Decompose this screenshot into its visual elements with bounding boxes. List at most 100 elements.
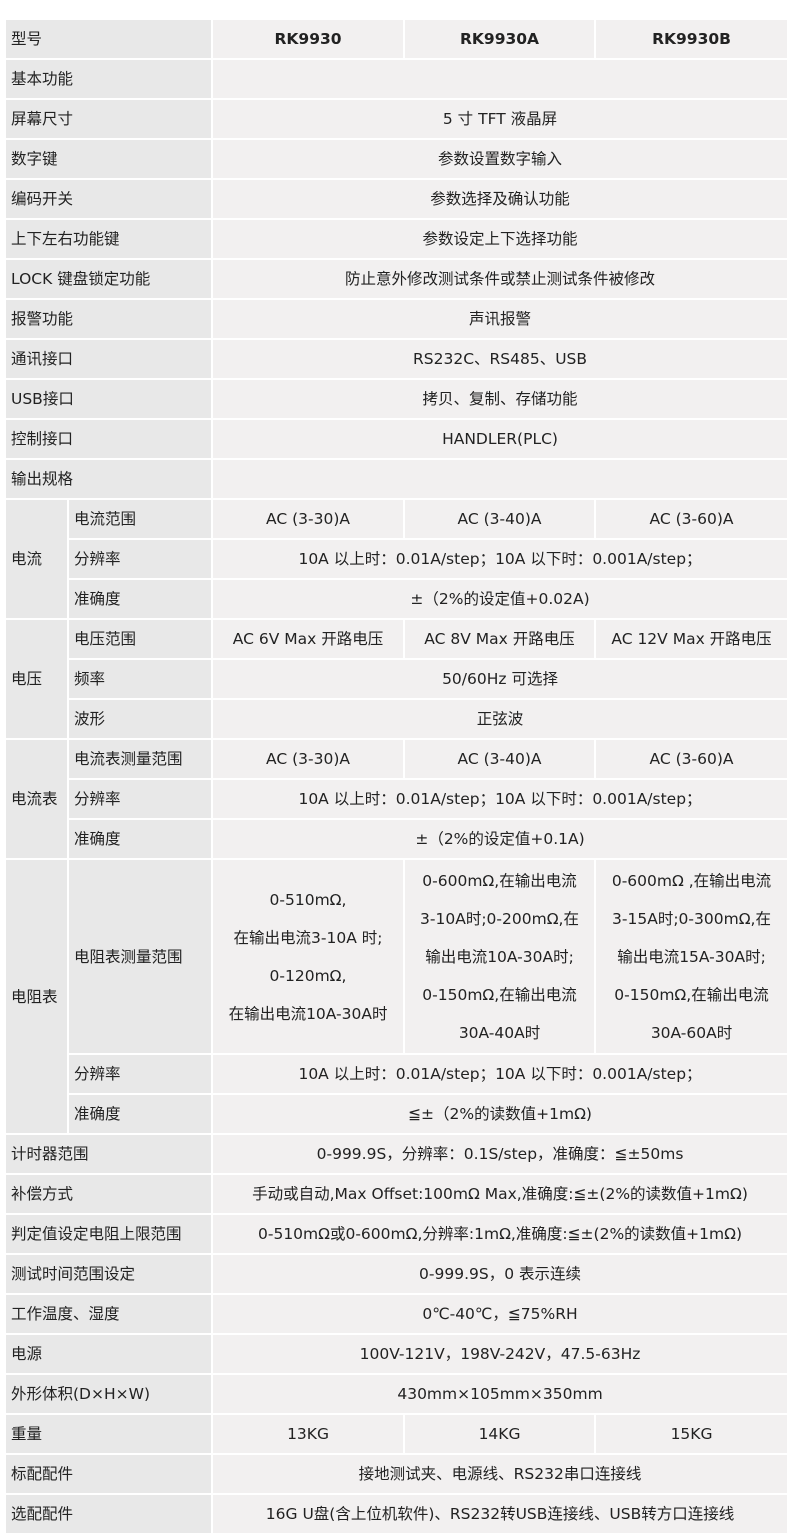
group-label: 电阻表	[4, 858, 69, 1135]
value-cell: 16G U盘(含上位机软件)、RS232转USB连接线、USB转方口连接线	[211, 1493, 790, 1535]
value-cell: 声讯报警	[211, 298, 790, 340]
model-name: RK9930	[211, 18, 406, 60]
table-row: 电流表 电流表测量范围 AC (3-30)A AC (3-40)A AC (3-60)A	[4, 738, 790, 860]
row-label: 标配配件	[3, 1453, 214, 1495]
row-label: 通讯接口	[3, 338, 214, 380]
value-cell: AC (3-30)A	[211, 498, 406, 540]
value-cell: AC 6V Max 开路电压	[211, 618, 406, 660]
table-row: 电流 电流范围 AC (3-30)A AC (3-40)A AC (3-60)A	[4, 498, 790, 620]
group-label: 电流	[4, 498, 69, 620]
row-label: 报警功能	[3, 298, 214, 340]
row-label: 电阻表测量范围	[66, 858, 214, 1055]
value-cell: AC (3-60)A	[594, 498, 790, 540]
row-label: 输出规格	[3, 458, 214, 500]
table-row: 准确度 ±（2%的设定值+0.1A)	[5, 818, 790, 860]
table-row: 控制接口 HANDLER(PLC)	[3, 418, 790, 460]
value-cell: 100V-121V，198V-242V，47.5-63Hz	[211, 1333, 790, 1375]
table-row: 计时器范围 0-999.9S，分辨率：0.1S/step，准确度：≦±50ms	[3, 1133, 790, 1175]
value-cell: 0-999.9S，0 表示连续	[211, 1253, 790, 1295]
value-cell	[211, 58, 790, 100]
table-row: 上下左右功能键 参数设定上下选择功能	[3, 218, 790, 260]
value-cell: AC (3-40)A	[403, 498, 597, 540]
table-row: 编码开关 参数选择及确认功能	[3, 178, 790, 220]
row-label: 补偿方式	[3, 1173, 214, 1215]
row-label: 测试时间范围设定	[3, 1253, 214, 1295]
row-label: 工作温度、湿度	[3, 1293, 214, 1335]
table-row: 重量 13KG 14KG 15KG	[3, 1413, 790, 1455]
table-row: 分辨率 10A 以上时：0.01A/step；10A 以下时：0.001A/ste…	[5, 778, 790, 820]
table-row: 标配配件 接地测试夹、电源线、RS232串口连接线	[3, 1453, 790, 1495]
table-row: 基本功能	[3, 58, 790, 100]
row-label: 选配配件	[3, 1493, 214, 1535]
row-label: 控制接口	[3, 418, 214, 460]
table-row: LOCK 键盘锁定功能 防止意外修改测试条件或禁止测试条件被修改	[3, 258, 790, 300]
spec-table: 型号 RK9930 RK9930A RK9930B 基本功能 屏幕尺寸 5 寸 TFT 液晶…	[3, 18, 790, 1535]
value-cell: 正弦波	[211, 698, 790, 740]
value-cell: 50/60Hz 可选择	[211, 658, 790, 700]
value-cell: AC (3-40)A	[403, 738, 597, 780]
value-cell: 参数选择及确认功能	[211, 178, 790, 220]
table-row: 屏幕尺寸 5 寸 TFT 液晶屏	[3, 98, 790, 140]
row-label: 数字键	[3, 138, 214, 180]
value-cell: 0-600mΩ,在输出电流 3-10A时;0-200mΩ,在 输出电流10A-3…	[403, 858, 597, 1055]
value-cell: 10A 以上时：0.01A/step；10A 以下时：0.001A/step；	[211, 1053, 790, 1095]
table-row: 电源 100V-121V，198V-242V，47.5-63Hz	[3, 1333, 790, 1375]
value-cell: 防止意外修改测试条件或禁止测试条件被修改	[211, 258, 790, 300]
table-row: 测试时间范围设定 0-999.9S，0 表示连续	[3, 1253, 790, 1295]
value-cell: 0-999.9S，分辨率：0.1S/step，准确度：≦±50ms	[211, 1133, 790, 1175]
row-label: 电压范围	[66, 618, 214, 660]
row-label: 准确度	[66, 578, 214, 620]
table-row: 输出规格	[3, 458, 790, 500]
table-row: 外形体积(D×H×W) 430mm×105mm×350mm	[3, 1373, 790, 1415]
value-cell: AC 8V Max 开路电压	[403, 618, 597, 660]
table-row: 波形 正弦波	[5, 698, 790, 740]
table-row: 数字键 参数设置数字输入	[3, 138, 790, 180]
table-row: 判定值设定电阻上限范围 0-510mΩ或0-600mΩ,分辨率:1mΩ,准确度:≦…	[3, 1213, 790, 1255]
table-row: 准确度 ±（2%的设定值+0.02A)	[5, 578, 790, 620]
header-label: 型号	[3, 18, 214, 60]
value-cell: 手动或自动,Max Offset:100mΩ Max,准确度:≦±(2%的读数值…	[211, 1173, 790, 1215]
value-cell: 参数设定上下选择功能	[211, 218, 790, 260]
row-label: 准确度	[66, 1093, 214, 1135]
value-cell: 15KG	[594, 1413, 790, 1455]
row-label: 判定值设定电阻上限范围	[3, 1213, 214, 1255]
value-cell: 5 寸 TFT 液晶屏	[211, 98, 790, 140]
value-cell: 0℃-40℃，≦75%RH	[211, 1293, 790, 1335]
value-cell: AC 12V Max 开路电压	[594, 618, 790, 660]
value-cell: ≦±（2%的读数值+1mΩ)	[211, 1093, 790, 1135]
row-label: 计时器范围	[3, 1133, 214, 1175]
row-label: 基本功能	[3, 58, 214, 100]
row-label: 分辨率	[66, 778, 214, 820]
row-label: 频率	[66, 658, 214, 700]
row-label: 电流表测量范围	[66, 738, 214, 780]
row-label: 波形	[66, 698, 214, 740]
table-row: 工作温度、湿度 0℃-40℃，≦75%RH	[3, 1293, 790, 1335]
row-label: 分辨率	[66, 1053, 214, 1095]
table-row: 选配配件 16G U盘(含上位机软件)、RS232转USB连接线、USB转方口连接…	[3, 1493, 790, 1535]
value-cell: 430mm×105mm×350mm	[211, 1373, 790, 1415]
value-cell: 10A 以上时：0.01A/step；10A 以下时：0.001A/step；	[211, 778, 790, 820]
row-label: 分辨率	[66, 538, 214, 580]
value-cell: 10A 以上时：0.01A/step；10A 以下时：0.001A/step；	[211, 538, 790, 580]
row-label: 上下左右功能键	[3, 218, 214, 260]
value-cell: 0-600mΩ ,在输出电流 3-15A时;0-300mΩ,在 输出电流15A-…	[594, 858, 790, 1055]
table-row: 报警功能 声讯报警	[3, 298, 790, 340]
table-row: 分辨率 10A 以上时：0.01A/step；10A 以下时：0.001A/ste…	[5, 538, 790, 580]
value-cell: ±（2%的设定值+0.02A)	[211, 578, 790, 620]
value-cell: 0-510mΩ, 在输出电流3-10A 时; 0-120mΩ, 在输出电流10A…	[211, 858, 406, 1055]
table-row: 通讯接口 RS232C、RS485、USB	[3, 338, 790, 380]
value-cell: AC (3-30)A	[211, 738, 406, 780]
value-cell: 13KG	[211, 1413, 406, 1455]
row-label: 准确度	[66, 818, 214, 860]
value-cell: 0-510mΩ或0-600mΩ,分辨率:1mΩ,准确度:≦±(2%的读数值+1m…	[211, 1213, 790, 1255]
value-cell	[211, 458, 790, 500]
row-label: 重量	[3, 1413, 214, 1455]
table-row: 补偿方式 手动或自动,Max Offset:100mΩ Max,准确度:≦±(2%…	[3, 1173, 790, 1215]
value-cell: 接地测试夹、电源线、RS232串口连接线	[211, 1453, 790, 1495]
header-row: 型号 RK9930 RK9930A RK9930B	[3, 18, 790, 60]
group-label: 电压	[4, 618, 69, 740]
row-label: 电源	[3, 1333, 214, 1375]
value-cell: HANDLER(PLC)	[211, 418, 790, 460]
table-row: 电压 电压范围 AC 6V Max 开路电压 AC 8V Max 开路电压 AC 12V…	[4, 618, 790, 740]
model-name: RK9930A	[403, 18, 597, 60]
